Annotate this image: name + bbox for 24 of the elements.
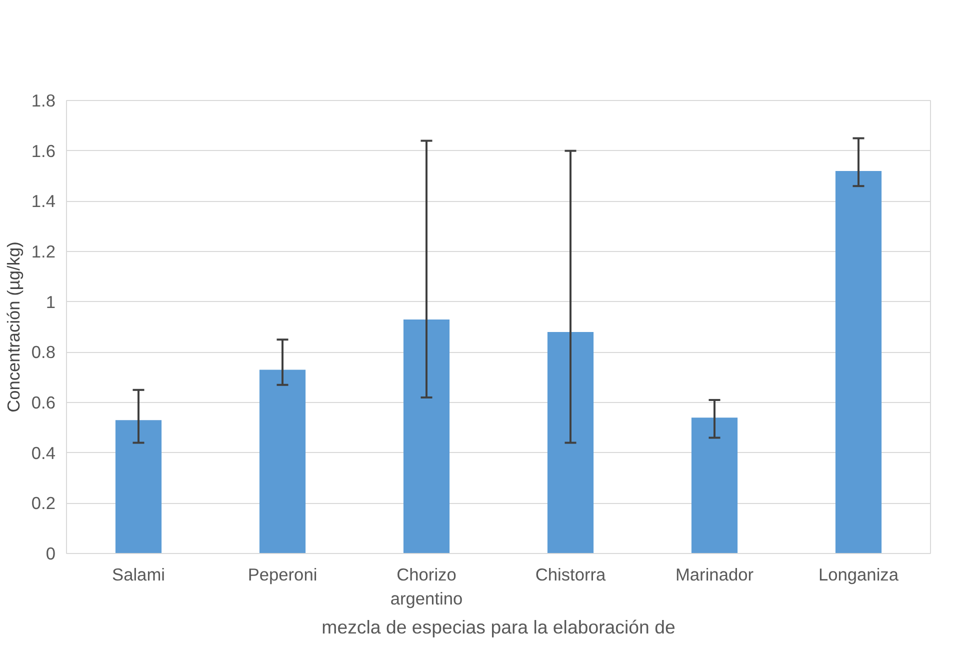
x-tick-label: Marinador — [675, 564, 754, 584]
y-tick-label: 0.8 — [31, 342, 56, 362]
bar — [835, 170, 882, 554]
bar — [691, 418, 738, 554]
y-tick-label: 0.6 — [31, 392, 56, 412]
x-tick-label: Peperoni — [248, 564, 318, 584]
x-tick-label: Chorizo argentino — [390, 564, 463, 608]
y-axis-title: Concentración (µg/kg) — [3, 242, 24, 412]
x-tick-label: Salami — [112, 564, 165, 584]
y-tick-label: 1.6 — [31, 140, 56, 161]
y-tick-label: 0 — [46, 544, 56, 564]
bar — [259, 370, 306, 554]
y-tick-label: 0.4 — [31, 442, 56, 463]
y-tick-label: 1.8 — [31, 90, 56, 110]
bar — [115, 420, 162, 554]
y-tick-label: 1.2 — [31, 242, 56, 262]
bar — [547, 332, 594, 554]
y-tick-label: 0.2 — [31, 493, 56, 514]
y-tick-label: 1 — [46, 292, 56, 312]
x-tick-label: Longaniza — [818, 564, 899, 584]
x-axis-title: mezcla de especias para la elaboración de — [322, 616, 676, 638]
bar — [403, 319, 450, 554]
x-tick-label: Chistorra — [535, 564, 606, 584]
y-tick-label: 1.4 — [31, 191, 56, 212]
